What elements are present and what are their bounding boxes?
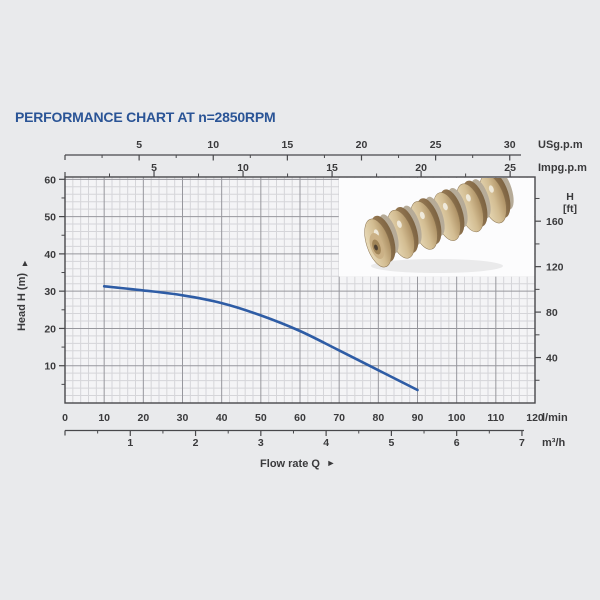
origin-label: 0 [62,412,68,424]
flow-rate-axis-title: Flow rate Q [260,458,320,470]
lmin-tick-label: 80 [372,412,384,424]
impeller-shaft-hole [374,244,378,251]
usgpm-unit-label: USg.p.m [538,139,583,151]
m3h-tick-label: 4 [323,437,329,449]
lmin-unit-label: l/min [542,412,568,424]
lmin-tick-label: 70 [333,412,345,424]
impeller-photo [338,177,535,277]
right-tick-label: 120 [546,262,564,274]
impgpm-tick-label: 20 [415,162,427,174]
lmin-tick-label: 110 [487,412,504,424]
usgpm-tick-label: 15 [282,139,294,151]
m3h-unit-label: m³/h [542,437,566,449]
lmin-tick-label: 40 [216,412,228,424]
m3h-tick-label: 2 [193,437,199,449]
impgpm-tick-label: 25 [504,162,516,174]
right-axis-unit-h: H [566,191,574,203]
right-tick-label: 40 [546,353,558,365]
usgpm-tick-label: 25 [430,139,442,151]
head-axis-arrow-icon: ▲ [21,258,30,268]
usgpm-tick-label: 30 [504,139,516,151]
plot-border [64,176,536,404]
usgpm-tick-label: 20 [356,139,368,151]
impeller-hole [442,202,448,211]
axes [59,154,541,436]
impgpm-tick-label: 5 [151,162,157,174]
impeller-hole [465,194,471,202]
lmin-tick-label: 100 [448,412,466,424]
head-flow-curve [102,285,419,392]
impeller-hole [419,211,425,220]
lmin-tick-label: 10 [98,412,110,424]
left-tick-label: 40 [44,249,56,261]
left-tick-label: 10 [44,361,56,373]
m3h-tick-label: 6 [454,437,460,449]
usgpm-tick-label: 10 [207,139,219,151]
left-tick-label: 50 [44,212,56,224]
lmin-tick-label: 120 [526,412,544,424]
lmin-tick-label: 60 [294,412,306,424]
impgpm-tick-label: 15 [326,162,338,174]
left-tick-label: 20 [44,323,56,335]
usgpm-tick-label: 5 [136,139,142,151]
lmin-tick-label: 50 [255,412,267,424]
left-tick-label: 60 [44,174,56,186]
impgpm-unit-label: Impg.p.m [538,162,587,174]
impeller-stack [364,178,514,268]
impgpm-tick-label: 10 [237,162,249,174]
m3h-tick-label: 3 [258,437,264,449]
impeller-shadow [371,259,503,273]
flow-rate-arrow-icon: ► [327,458,336,468]
right-axis-unit-ft: [ft] [563,203,577,215]
lmin-tick-label: 90 [412,412,424,424]
lmin-tick-label: 30 [177,412,189,424]
page-title: PERFORMANCE CHART AT n=2850RPM [15,109,276,125]
head-axis-title: Head H (m) [16,273,28,331]
impeller-hole [396,220,402,228]
right-tick-label: 160 [546,216,564,228]
impeller-hole [488,185,494,193]
left-tick-label: 30 [44,286,56,298]
m3h-tick-label: 1 [127,437,133,449]
head-curve-path [102,285,419,392]
right-tick-label: 80 [546,307,558,319]
m3h-tick-label: 7 [519,437,525,449]
m3h-tick-label: 5 [388,437,394,449]
lmin-tick-label: 20 [137,412,149,424]
